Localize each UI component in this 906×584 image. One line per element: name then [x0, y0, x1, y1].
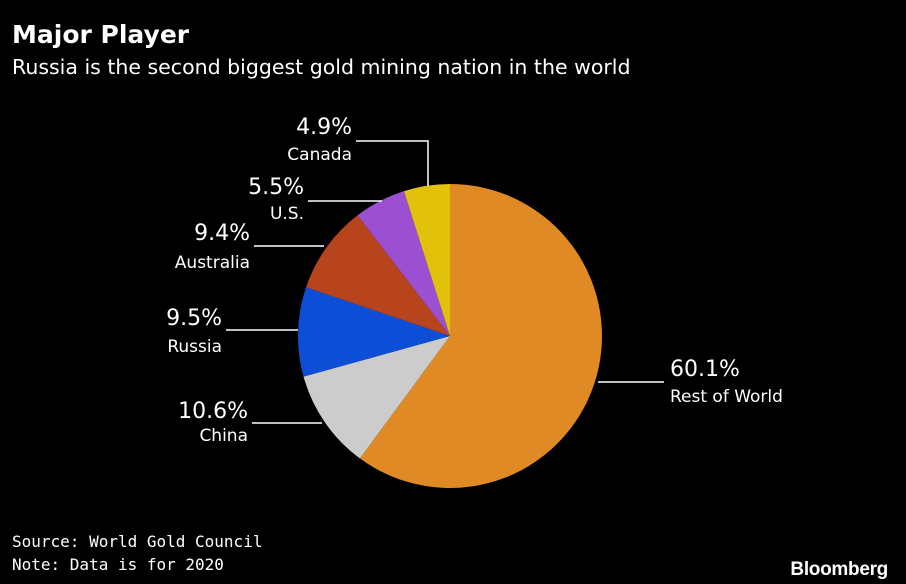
- slice-category-label-china: China: [199, 426, 248, 446]
- data-note: Note: Data is for 2020: [12, 555, 224, 574]
- pie-slice-russia: [297, 287, 450, 377]
- pie-slice-china: [303, 336, 450, 459]
- slice-category-label-rest-of-world: Rest of World: [670, 387, 783, 407]
- slice-value-label-china: 10.6%: [178, 399, 248, 424]
- leader-line-canada: [356, 140, 429, 186]
- slice-value-label-australia: 9.4%: [194, 221, 250, 246]
- slice-category-label-u-s: U.S.: [270, 204, 304, 224]
- slice-category-label-australia: Australia: [175, 253, 250, 273]
- chart-title: Major Player: [12, 20, 190, 49]
- slice-category-label-russia: Russia: [167, 337, 222, 357]
- source-note: Source: World Gold Council: [12, 532, 263, 551]
- slice-value-label-u-s: 5.5%: [248, 175, 304, 200]
- slice-value-label-rest-of-world: 60.1%: [670, 357, 740, 382]
- chart-subtitle: Russia is the second biggest gold mining…: [12, 55, 631, 79]
- bloomberg-logo: Bloomberg: [790, 559, 888, 580]
- slice-value-label-russia: 9.5%: [166, 306, 222, 331]
- pie-slice-australia: [306, 215, 450, 336]
- pie-slice-rest-of-world: [359, 184, 602, 488]
- pie-slice-u-s: [357, 191, 450, 336]
- pie-slice-canada: [403, 184, 450, 336]
- slice-category-label-canada: Canada: [287, 145, 352, 165]
- slice-value-label-canada: 4.9%: [296, 115, 352, 140]
